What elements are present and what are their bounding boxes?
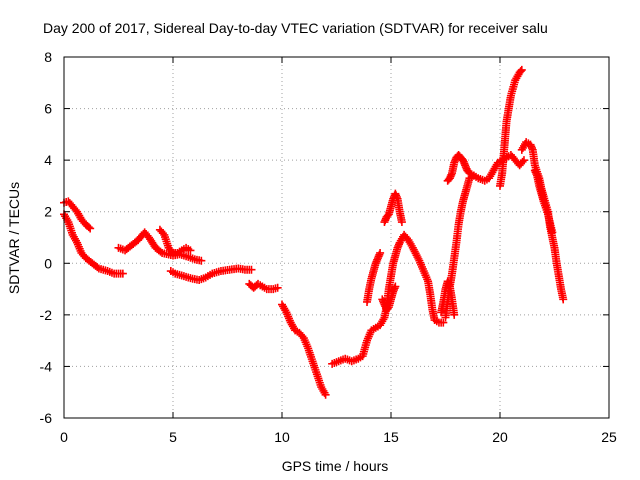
data-point [118,269,127,278]
y-tick-label: -2 [40,307,53,323]
data-point [397,218,406,227]
data-point [450,310,459,319]
data-points [60,65,568,399]
x-tick-label: 20 [492,429,508,445]
data-point [518,157,527,166]
x-tick-label: 25 [601,429,617,445]
y-tick-label: 8 [44,49,52,65]
series-arc11 [380,189,406,227]
y-tick-label: 4 [44,152,52,168]
series-arc15 [496,65,526,190]
data-point [414,254,423,263]
series-arc17 [530,166,557,237]
x-tick-labels: 0 5 10 15 20 25 [60,429,617,445]
x-tick-label: 0 [60,429,68,445]
plot-frame [63,56,610,419]
y-tick-label: 6 [44,101,52,117]
data-point [376,248,385,257]
data-point [84,223,93,232]
data-point [516,67,525,76]
chart-title: Day 200 of 2017, Sidereal Day-to-day VTE… [43,20,548,36]
data-point [519,156,528,165]
y-tick-label: 0 [44,255,52,271]
series-arc5 [166,264,256,285]
y-tick-label: -6 [40,410,53,426]
data-point [517,65,526,74]
y-tick-label: -4 [40,358,53,374]
series-arc7 [278,300,330,399]
x-tick-label: 10 [274,429,290,445]
data-point [247,265,256,274]
data-point [321,390,330,399]
data-point [197,256,206,265]
series-arc9 [363,248,385,306]
data-point [559,295,568,304]
data-point [186,246,195,255]
data-point [391,282,400,291]
data-point [439,318,448,327]
y-tick-labels: -6 -4 -2 0 2 4 6 8 [40,49,53,426]
series-arc1 [60,210,127,278]
series-arc14 [443,150,478,185]
x-tick-label: 5 [169,429,177,445]
x-axis-title: GPS time / hours [282,458,389,474]
data-point [273,283,282,292]
series-arc16 [517,138,568,304]
data-point [86,224,95,233]
data-point [156,247,165,256]
series-arc13 [441,150,528,322]
x-tick-label: 15 [383,429,399,445]
series-arc6 [245,279,282,294]
data-point [469,171,478,180]
series-arc10 [378,282,400,314]
y-axis-title: SDTVAR / TECUs [6,182,22,294]
data-point [548,228,557,237]
y-tick-label: 2 [44,204,52,220]
grid-lines [64,57,609,418]
data-point [167,247,176,256]
series-arc4 [155,225,195,257]
tick-marks [63,56,610,419]
